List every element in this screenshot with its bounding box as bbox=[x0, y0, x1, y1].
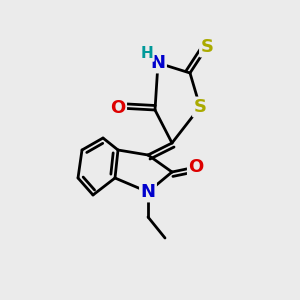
Text: O: O bbox=[110, 99, 126, 117]
Text: N: N bbox=[140, 183, 155, 201]
Text: S: S bbox=[194, 98, 206, 116]
Text: S: S bbox=[200, 38, 214, 56]
Text: H: H bbox=[141, 46, 153, 61]
Text: O: O bbox=[188, 158, 204, 176]
Text: N: N bbox=[151, 54, 166, 72]
